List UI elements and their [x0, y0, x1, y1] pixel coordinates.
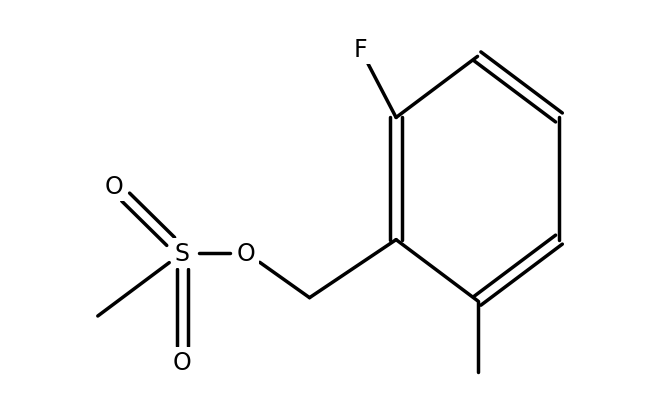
Text: O: O — [173, 350, 192, 374]
Text: O: O — [237, 241, 256, 265]
Text: O: O — [105, 174, 123, 198]
Text: F: F — [354, 38, 367, 62]
Text: S: S — [175, 241, 190, 265]
